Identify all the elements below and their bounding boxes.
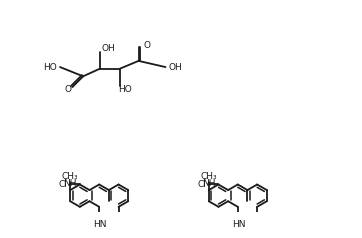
Text: O: O (143, 41, 150, 50)
Text: OH: OH (169, 63, 182, 72)
Text: O: O (65, 85, 72, 94)
Text: Cl: Cl (197, 180, 206, 189)
Text: HO: HO (118, 85, 132, 94)
Text: NH: NH (202, 179, 215, 188)
Text: HO: HO (43, 63, 57, 72)
Text: CH₃: CH₃ (62, 172, 79, 181)
Text: CH₃: CH₃ (201, 172, 217, 181)
Text: OH: OH (102, 44, 115, 53)
Text: HN: HN (232, 220, 245, 229)
Text: HN: HN (93, 220, 106, 229)
Text: NH: NH (63, 179, 77, 188)
Text: Cl: Cl (59, 180, 68, 189)
